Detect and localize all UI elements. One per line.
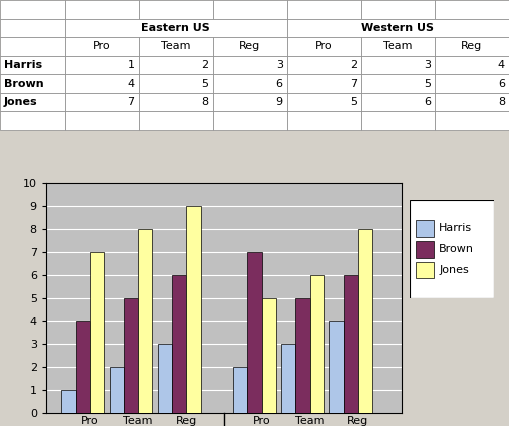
Bar (435, 93, 509, 111)
Bar (138, 229, 152, 413)
Bar (172, 275, 186, 413)
Text: Western US: Western US (361, 23, 434, 33)
Text: Harris: Harris (4, 60, 42, 70)
Bar (65, 56, 138, 74)
Text: 1: 1 (128, 60, 134, 70)
Text: Jones: Jones (4, 97, 38, 107)
Bar (361, 74, 435, 93)
Bar (138, 111, 213, 130)
Bar (65, 0, 138, 19)
Bar (0, 19, 65, 37)
Text: Harris: Harris (439, 223, 472, 233)
Bar (344, 275, 358, 413)
Text: Team: Team (383, 41, 413, 52)
Bar (0, 111, 65, 130)
Bar (76, 321, 90, 413)
Bar (233, 367, 247, 413)
Bar (287, 0, 361, 19)
Bar (213, 37, 287, 56)
Bar (138, 93, 213, 111)
Bar (65, 111, 138, 130)
Bar (361, 56, 435, 74)
Bar (90, 252, 104, 413)
Bar (287, 93, 361, 111)
Bar (416, 241, 434, 258)
Bar (138, 74, 213, 93)
Bar (138, 0, 213, 19)
Bar (65, 74, 138, 93)
Bar (361, 0, 435, 19)
Bar (361, 37, 435, 56)
Text: 6: 6 (424, 97, 431, 107)
Text: 8: 8 (202, 97, 209, 107)
Text: 2: 2 (202, 60, 209, 70)
Bar (0, 74, 65, 93)
Bar (65, 19, 287, 37)
Text: Pro: Pro (315, 41, 332, 52)
Bar (213, 93, 287, 111)
Bar (0, 37, 65, 56)
Bar (435, 74, 509, 93)
Bar (287, 19, 509, 37)
Bar (358, 229, 372, 413)
Bar (361, 93, 435, 111)
Text: 3: 3 (424, 60, 431, 70)
Bar (213, 74, 287, 93)
Bar (0, 0, 65, 19)
Text: Reg: Reg (461, 41, 483, 52)
Text: 2: 2 (350, 60, 357, 70)
Text: Reg: Reg (239, 41, 261, 52)
Text: 5: 5 (202, 78, 209, 89)
Bar (0, 93, 65, 111)
Bar (361, 111, 435, 130)
Bar (65, 93, 138, 111)
Bar (247, 252, 262, 413)
Text: 9: 9 (275, 97, 282, 107)
Bar (329, 321, 344, 413)
Bar (287, 37, 361, 56)
Text: 3: 3 (276, 60, 282, 70)
Bar (213, 0, 287, 19)
Text: 4: 4 (498, 60, 505, 70)
Bar (213, 56, 287, 74)
Text: 5: 5 (350, 97, 357, 107)
Bar (416, 220, 434, 237)
Bar (109, 367, 124, 413)
Text: Eastern US: Eastern US (142, 23, 210, 33)
Text: Brown: Brown (439, 244, 474, 254)
Bar (0, 56, 65, 74)
Text: 5: 5 (424, 78, 431, 89)
Bar (287, 111, 361, 130)
Bar (186, 206, 201, 413)
Text: Team: Team (161, 41, 190, 52)
Bar (287, 74, 361, 93)
Text: Jones: Jones (439, 265, 469, 274)
Bar (262, 298, 276, 413)
Text: 4: 4 (127, 78, 134, 89)
Bar (435, 0, 509, 19)
Text: 7: 7 (127, 97, 134, 107)
Bar (62, 390, 76, 413)
Bar (310, 275, 324, 413)
Bar (65, 37, 138, 56)
Text: 6: 6 (498, 78, 505, 89)
Bar (213, 111, 287, 130)
Bar (435, 56, 509, 74)
Bar (124, 298, 138, 413)
Bar (416, 262, 434, 278)
Bar (281, 344, 296, 413)
Bar (138, 37, 213, 56)
Bar (158, 344, 172, 413)
Bar (287, 56, 361, 74)
Bar (138, 56, 213, 74)
Text: 6: 6 (276, 78, 282, 89)
Text: Brown: Brown (4, 78, 44, 89)
Bar (296, 298, 310, 413)
Text: Pro: Pro (93, 41, 110, 52)
Bar (435, 111, 509, 130)
Text: 8: 8 (498, 97, 505, 107)
Text: 7: 7 (350, 78, 357, 89)
Bar (435, 37, 509, 56)
